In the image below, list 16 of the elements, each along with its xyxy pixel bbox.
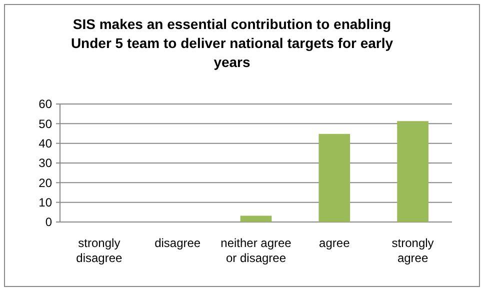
chart-title: SIS makes an essential contribution to enabling Under 5 team to deliver national targets for early years <box>70 16 394 70</box>
y-tick-label: 10 <box>38 196 52 210</box>
y-tick-label: 50 <box>38 116 52 131</box>
x-tick-label: strongly disagree <box>76 236 123 265</box>
y-tick-label: 40 <box>38 136 52 151</box>
y-tick-label: 60 <box>38 97 52 112</box>
bar <box>397 121 428 222</box>
x-tick-label: disagree <box>154 236 201 250</box>
x-tick-label: agree <box>319 236 350 250</box>
x-tick-label: strongly agree <box>392 236 434 265</box>
y-tick-label: 30 <box>38 156 52 170</box>
bar <box>240 216 272 222</box>
x-tick-label: neither agree or disagree <box>220 236 292 265</box>
bar <box>318 134 350 222</box>
y-tick-label: 0 <box>45 215 52 230</box>
y-tick-label: 20 <box>38 176 52 190</box>
